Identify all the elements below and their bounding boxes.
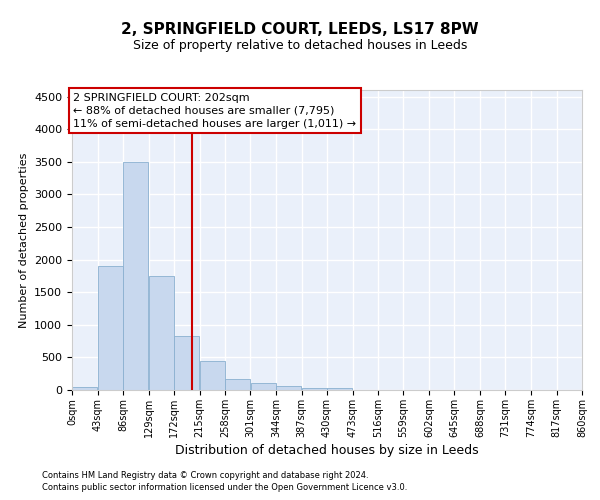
Bar [225, 379, 250, 390]
Bar [302, 388, 327, 390]
Y-axis label: Number of detached properties: Number of detached properties [19, 152, 29, 328]
Bar [276, 386, 301, 390]
Bar [251, 384, 276, 390]
Bar [72, 386, 97, 390]
Bar [174, 336, 199, 390]
Text: 2 SPRINGFIELD COURT: 202sqm
← 88% of detached houses are smaller (7,795)
11% of : 2 SPRINGFIELD COURT: 202sqm ← 88% of det… [73, 92, 356, 129]
Text: 2, SPRINGFIELD COURT, LEEDS, LS17 8PW: 2, SPRINGFIELD COURT, LEEDS, LS17 8PW [121, 22, 479, 38]
Text: Contains public sector information licensed under the Open Government Licence v3: Contains public sector information licen… [42, 483, 407, 492]
Bar [200, 360, 225, 390]
Text: Size of property relative to detached houses in Leeds: Size of property relative to detached ho… [133, 39, 467, 52]
Bar [123, 162, 148, 390]
Bar [98, 266, 123, 390]
X-axis label: Distribution of detached houses by size in Leeds: Distribution of detached houses by size … [175, 444, 479, 457]
Text: Contains HM Land Registry data © Crown copyright and database right 2024.: Contains HM Land Registry data © Crown c… [42, 470, 368, 480]
Bar [327, 388, 352, 390]
Bar [149, 276, 174, 390]
